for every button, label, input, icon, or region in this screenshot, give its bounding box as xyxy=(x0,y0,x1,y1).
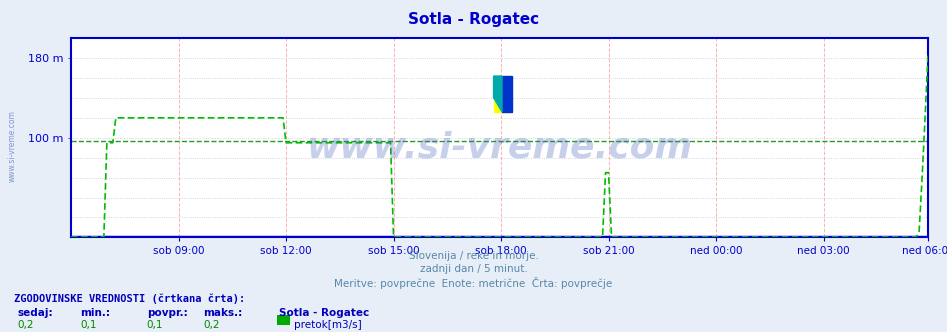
Text: 0,2: 0,2 xyxy=(17,320,33,330)
Text: 0,1: 0,1 xyxy=(80,320,97,330)
Text: Sotla - Rogatec: Sotla - Rogatec xyxy=(279,308,369,318)
Text: ZGODOVINSKE VREDNOSTI (črtkana črta):: ZGODOVINSKE VREDNOSTI (črtkana črta): xyxy=(14,294,245,304)
Bar xyxy=(502,76,512,112)
Polygon shape xyxy=(493,76,502,112)
Text: www.si-vreme.com: www.si-vreme.com xyxy=(8,110,17,182)
Text: pretok[m3/s]: pretok[m3/s] xyxy=(294,320,362,330)
Text: 0,1: 0,1 xyxy=(147,320,163,330)
Text: zadnji dan / 5 minut.: zadnji dan / 5 minut. xyxy=(420,264,527,274)
Text: Sotla - Rogatec: Sotla - Rogatec xyxy=(408,12,539,27)
Text: www.si-vreme.com: www.si-vreme.com xyxy=(307,131,692,165)
Text: min.:: min.: xyxy=(80,308,111,318)
Text: 0,2: 0,2 xyxy=(204,320,220,330)
Text: povpr.:: povpr.: xyxy=(147,308,188,318)
Text: Meritve: povprečne  Enote: metrične  Črta: povprečje: Meritve: povprečne Enote: metrične Črta:… xyxy=(334,277,613,289)
Text: sedaj:: sedaj: xyxy=(17,308,53,318)
Bar xyxy=(493,76,510,112)
Text: maks.:: maks.: xyxy=(204,308,242,318)
Text: Slovenija / reke in morje.: Slovenija / reke in morje. xyxy=(408,251,539,261)
